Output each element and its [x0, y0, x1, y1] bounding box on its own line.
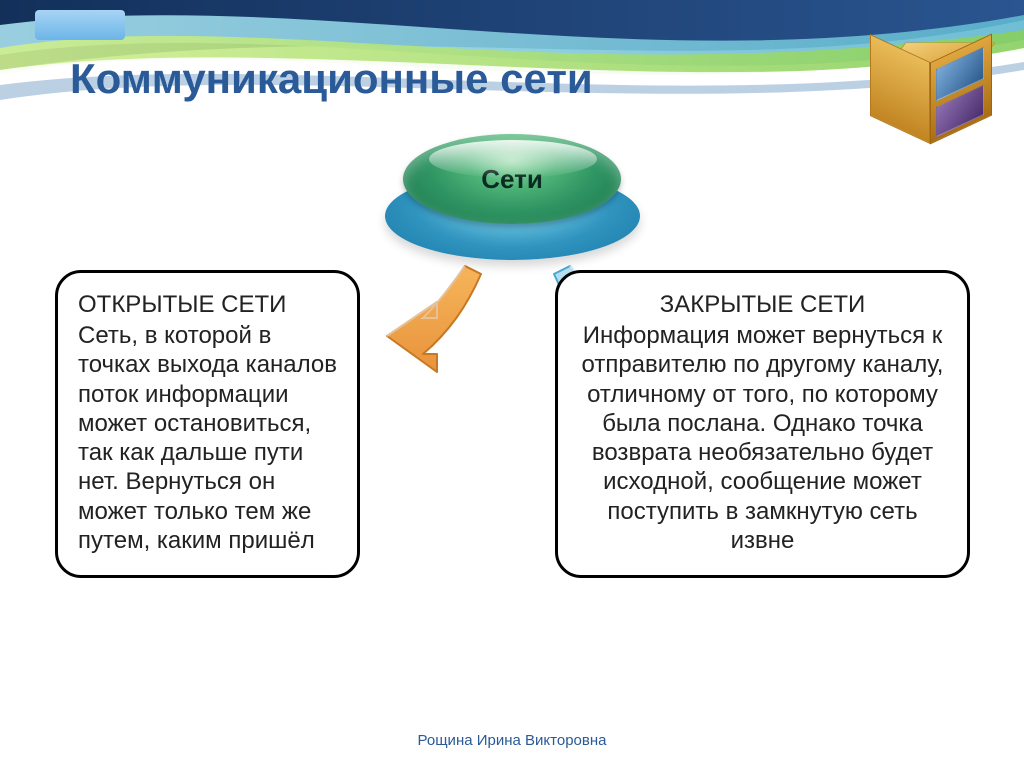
open-networks-body: Сеть, в которой в точках выхода каналов …	[78, 321, 337, 555]
arrow-left-icon	[355, 260, 495, 390]
center-disc: Сети	[385, 130, 640, 260]
author-credit: Рощина Ирина Викторовна	[0, 732, 1024, 749]
center-disc-label: Сети	[481, 164, 543, 195]
open-networks-box: ОТКРЫТЫЕ СЕТИ Сеть, в которой в точках в…	[55, 270, 360, 578]
slide-title: Коммуникационные сети	[70, 55, 593, 103]
closed-networks-title: ЗАКРЫТЫЕ СЕТИ	[578, 291, 947, 319]
closed-networks-box: ЗАКРЫТЫЕ СЕТИ Информация может вернуться…	[555, 270, 970, 578]
open-networks-title: ОТКРЫТЫЕ СЕТИ	[78, 291, 337, 319]
closed-networks-body: Информация может вернуться к отправителю…	[578, 321, 947, 555]
cube-graphic	[864, 10, 994, 140]
logo-placeholder	[35, 10, 125, 40]
